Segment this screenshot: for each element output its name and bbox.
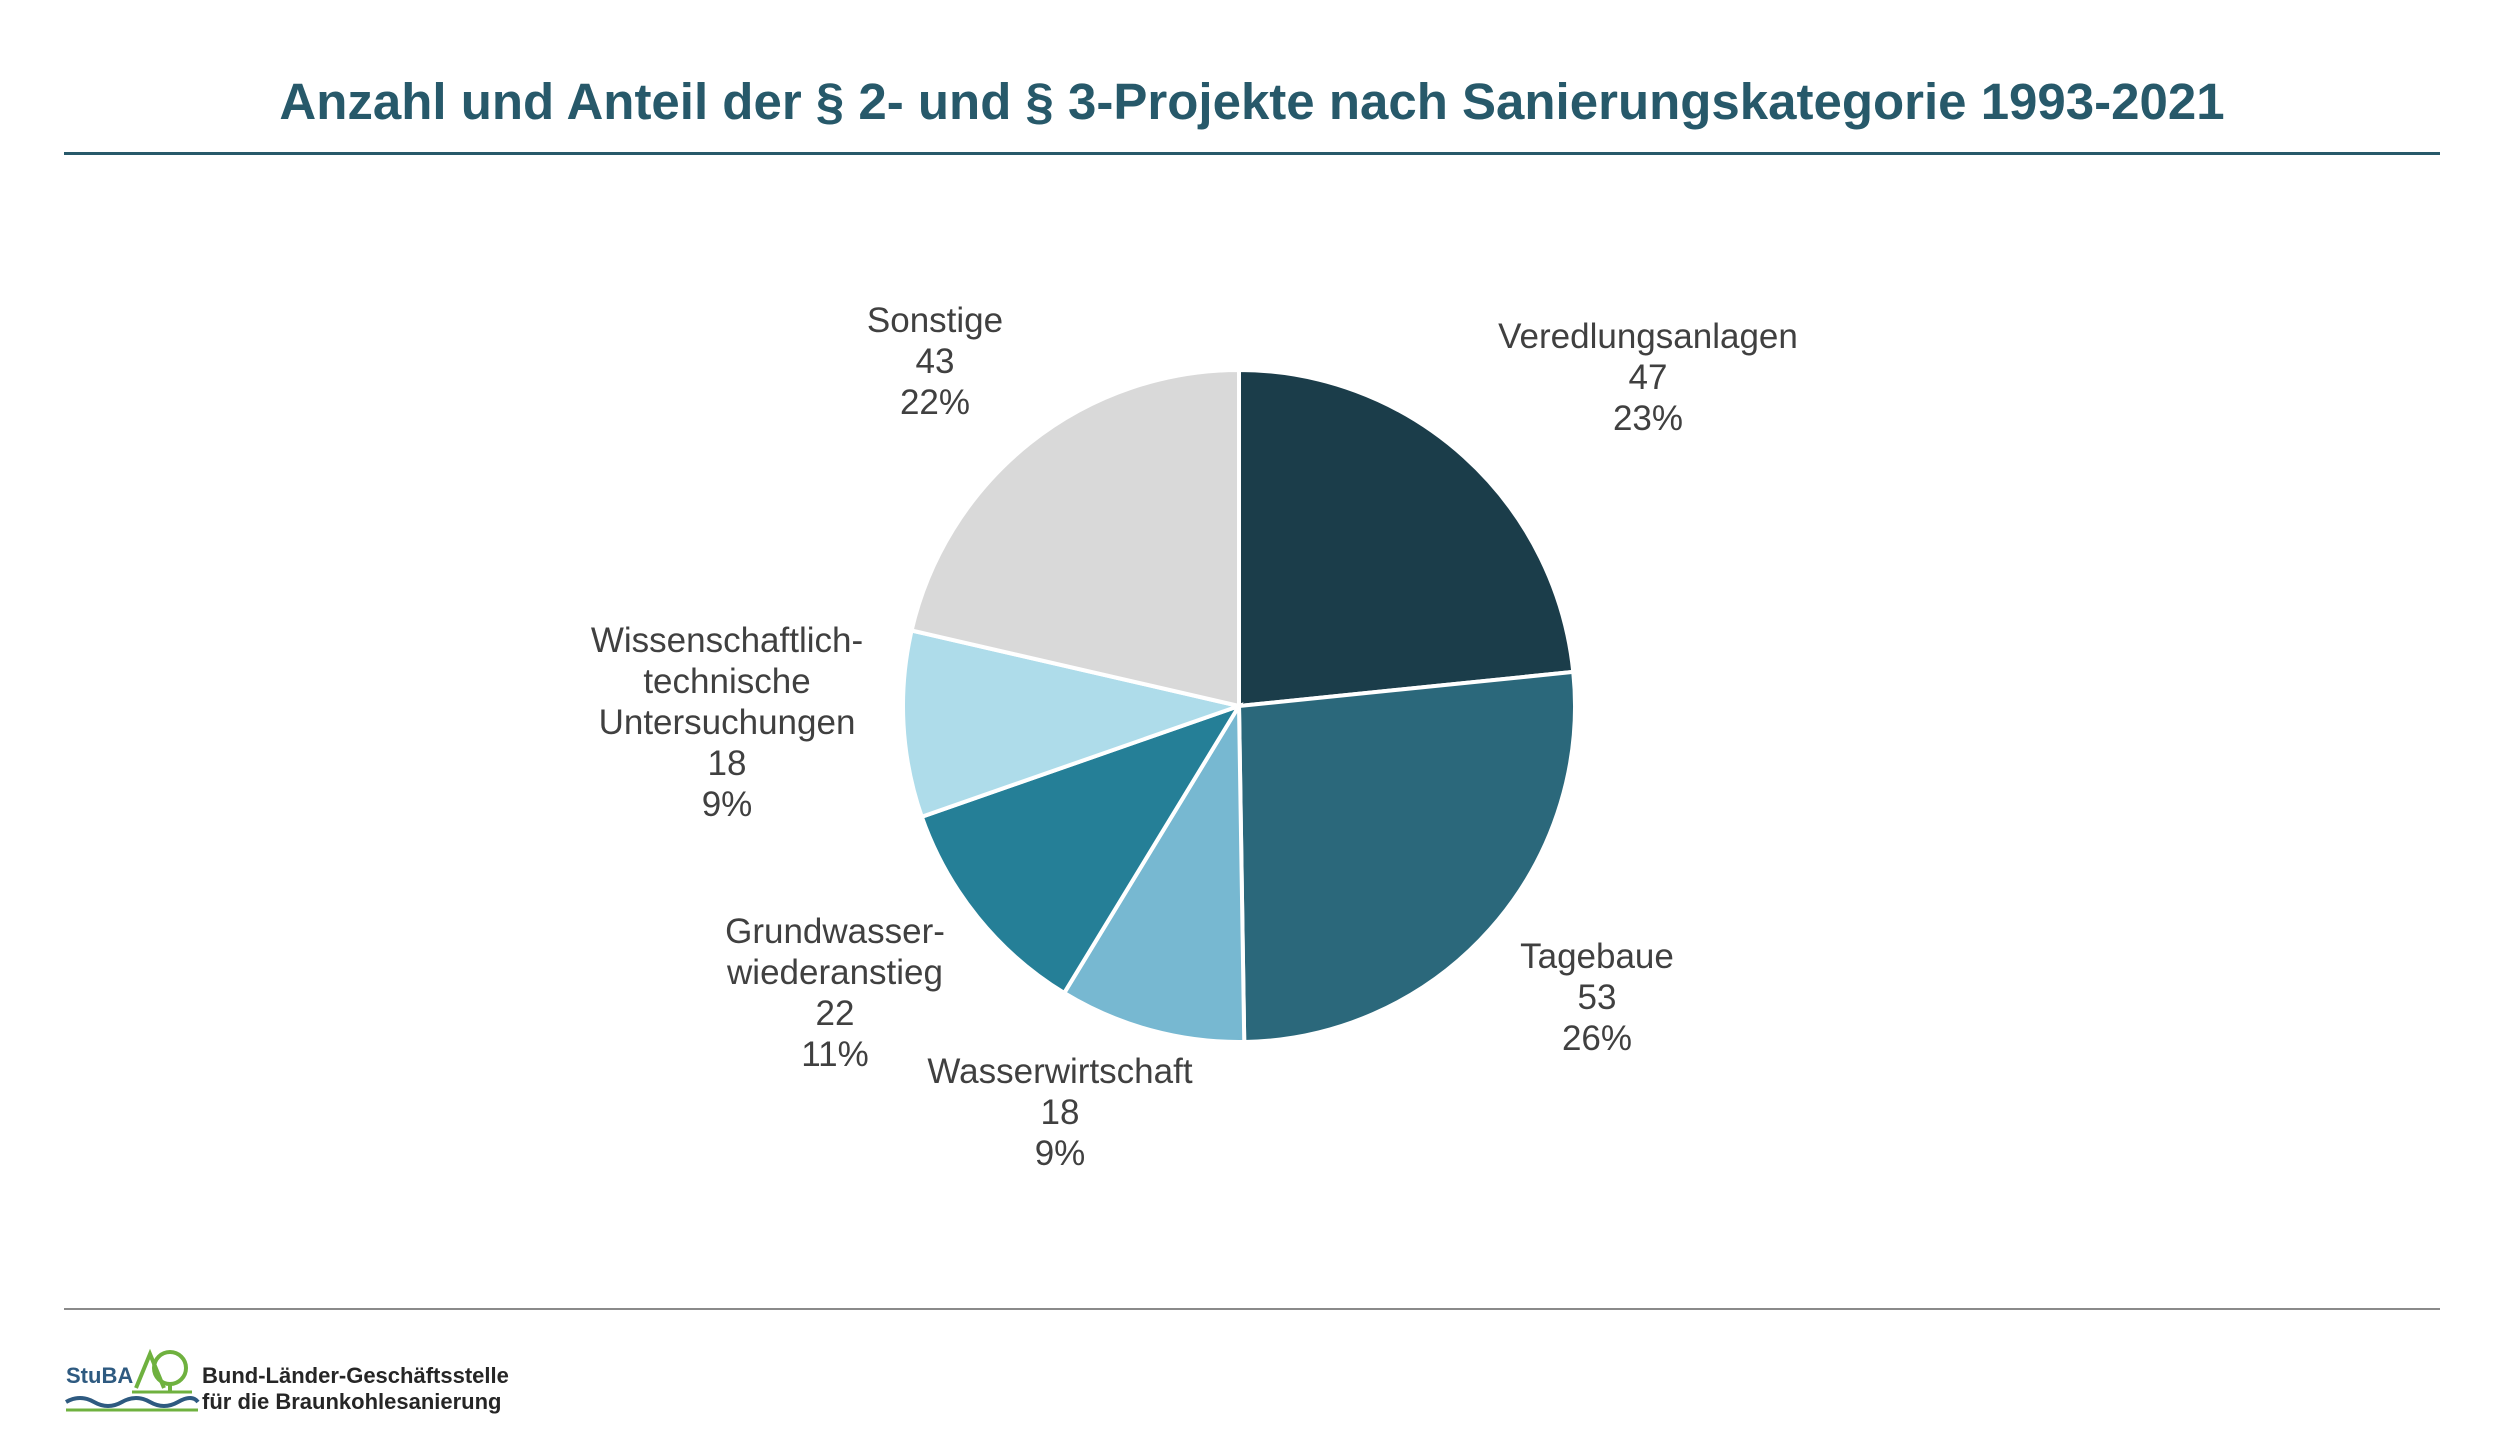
slice-value-label: 47 <box>1629 358 1668 397</box>
slice-category-label: Veredlungsanlagen <box>1498 317 1798 356</box>
footer-divider <box>64 1308 2440 1310</box>
slice-value-label: 18 <box>708 744 747 783</box>
slice-category-label: Wissenschaftlich- <box>591 621 863 660</box>
slice-category-label: wiederanstieg <box>726 953 943 992</box>
pie-slice-2 <box>1061 699 1247 1044</box>
pie-slice-0 <box>1237 367 1576 709</box>
slice-percent-label: 26% <box>1562 1019 1632 1058</box>
slice-value-label: 53 <box>1578 978 1617 1017</box>
slice-value-label: 18 <box>1041 1093 1080 1132</box>
slice-value-label: 43 <box>916 342 955 381</box>
slice-percent-label: 22% <box>900 383 970 422</box>
slice-percent-label: 11% <box>801 1035 868 1074</box>
slice-percent-label: 9% <box>1035 1134 1086 1173</box>
pie-slice-5 <box>909 367 1241 709</box>
logo-tree-wave-icon <box>65 1348 200 1412</box>
pie-slice-1 <box>1236 669 1577 1044</box>
slice-category-label: Grundwasser- <box>725 912 945 951</box>
logo-brand-text: StuBA <box>66 1363 134 1388</box>
slice-category-label: technische <box>643 662 810 701</box>
slice-label-4: Wissenschaftlich-technischeUntersuchunge… <box>591 621 863 824</box>
chart-title: Anzahl und Anteil der § 2- und § 3-Proje… <box>279 73 2225 130</box>
title-divider <box>64 152 2440 155</box>
slice-category-label: Wasserwirtschaft <box>927 1052 1192 1091</box>
slice-value-label: 22 <box>816 994 855 1033</box>
slice-percent-label: 23% <box>1613 399 1683 438</box>
logo-org-line2: für die Braunkohlesanierung <box>202 1389 502 1414</box>
slice-category-label: Untersuchungen <box>599 703 856 742</box>
pie-slice-4 <box>901 628 1247 820</box>
stuba-logo: StuBA Bund-Länder-Geschäftsstelle für di… <box>62 1330 522 1420</box>
slice-category-label: Tagebaue <box>1520 937 1674 976</box>
slice-percent-label: 9% <box>702 785 753 824</box>
logo-org-line1: Bund-Länder-Geschäftsstelle <box>202 1363 509 1388</box>
pie-slice-3 <box>919 702 1244 996</box>
slice-category-label: Sonstige <box>867 301 1003 340</box>
